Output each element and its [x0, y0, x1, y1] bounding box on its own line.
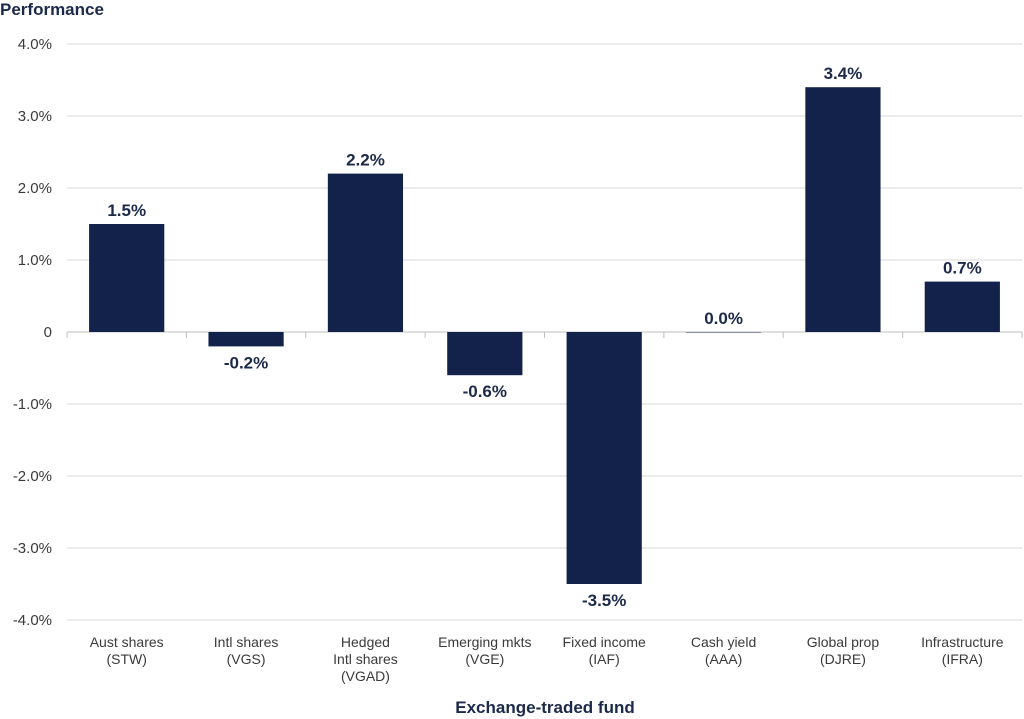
- bar: [447, 332, 523, 376]
- bars: [89, 87, 1000, 584]
- y-tick-label: 0: [44, 324, 52, 341]
- category-label: Emerging mkts (VGE): [438, 634, 531, 667]
- y-tick-label: 4.0%: [18, 36, 52, 53]
- data-labels: 1.5% -0.2% 2.2% -0.6% -3.5% 0.0% 3.4% 0.7%: [107, 64, 981, 610]
- category-label: Fixed income (IAF): [563, 634, 646, 667]
- bar: [208, 332, 284, 347]
- category-label: Infrastructure (IFRA): [921, 634, 1004, 667]
- y-tick-label: 2.0%: [18, 180, 52, 197]
- bar: [924, 281, 1000, 332]
- data-label: 0.7%: [943, 259, 982, 278]
- x-axis-ticks: Aust shares (STW) Intl shares (VGS) Hedged In…: [90, 634, 1004, 684]
- bar: [566, 332, 642, 584]
- data-label: 0.0%: [704, 309, 743, 328]
- y-tick-label: 1.0%: [18, 252, 52, 269]
- y-axis-ticks: 4.0% 3.0% 2.0% 1.0% 0 -1.0% -2.0% -3.0% -4.0%: [13, 36, 52, 629]
- y-tick-label: -1.0%: [13, 396, 52, 413]
- y-tick-label: -3.0%: [13, 540, 52, 557]
- bar: [327, 173, 404, 332]
- data-label: -0.2%: [224, 353, 268, 372]
- category-label: Hedged Intl shares (VGAD): [333, 634, 398, 684]
- x-axis-title: Exchange-traded fund: [455, 698, 634, 717]
- y-tick-label: -4.0%: [13, 612, 52, 629]
- data-label: 2.2%: [346, 151, 385, 170]
- y-tick-label: 3.0%: [18, 108, 52, 125]
- category-label: Cash yield (AAA): [691, 634, 756, 667]
- y-tick-label: -2.0%: [13, 468, 52, 485]
- y-axis-title: Performance: [0, 0, 104, 19]
- category-label: Intl shares (VGS): [214, 634, 279, 667]
- bar: [805, 87, 881, 332]
- bar: [685, 332, 762, 333]
- bar: [89, 224, 165, 332]
- data-label: 3.4%: [824, 64, 863, 83]
- category-label: Global prop (DJRE): [807, 634, 880, 667]
- data-label: -3.5%: [582, 591, 626, 610]
- data-label: -0.6%: [463, 382, 507, 401]
- data-label: 1.5%: [107, 201, 146, 220]
- category-label: Aust shares (STW): [90, 634, 164, 667]
